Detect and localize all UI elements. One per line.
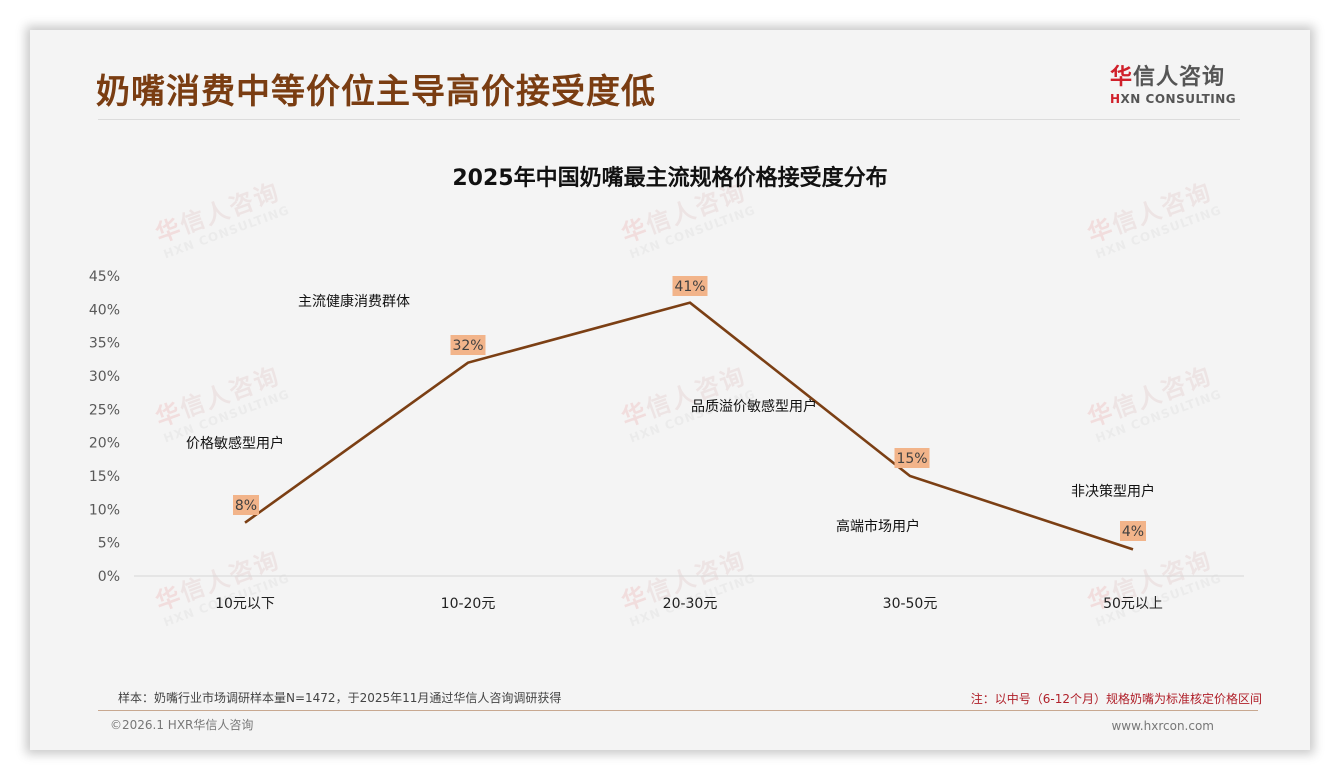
data-line <box>244 301 1134 551</box>
y-tick-label: 5% <box>98 536 120 552</box>
copyright: ©2026.1 HXR华信人咨询 <box>110 718 254 732</box>
y-tick-label: 30% <box>89 369 120 385</box>
data-label: 15% <box>894 448 930 468</box>
svg-text:32%: 32% <box>452 338 483 354</box>
data-label: 41% <box>672 276 708 296</box>
slide: 华信人咨询 HXN CONSULTING 华信人咨询 HXN CONSULTIN… <box>30 30 1310 750</box>
company-logo: 华信人咨询 HXN CONSULTING <box>1110 64 1240 106</box>
y-tick-label: 40% <box>89 302 120 318</box>
page-title: 奶嘴消费中等价位主导高价接受度低 <box>96 72 656 112</box>
data-label: 8% <box>233 495 259 515</box>
x-tick-label: 10-20元 <box>441 596 496 612</box>
data-labels: 8% 32% 41% 15% 4% <box>233 276 1146 541</box>
y-tick-label: 20% <box>89 436 120 452</box>
y-tick-label: 25% <box>89 402 120 418</box>
annotation-label: 非决策型用户 <box>1071 483 1155 500</box>
annotation-label: 高端市场用户 <box>836 518 920 535</box>
y-tick-label: 45% <box>89 269 120 285</box>
x-tick-label: 10元以下 <box>215 596 275 612</box>
svg-text:15%: 15% <box>896 451 927 467</box>
x-tick-label: 30-50元 <box>883 596 938 612</box>
x-tick-label: 50元以上 <box>1103 596 1163 612</box>
website-link[interactable]: www.hxrcon.com <box>1111 719 1214 733</box>
x-axis: 10元以下 10-20元 20-30元 30-50元 50元以上 <box>215 596 1163 612</box>
data-label: 32% <box>450 335 486 355</box>
y-tick-label: 0% <box>98 569 120 585</box>
y-tick-label: 15% <box>89 469 120 485</box>
y-tick-label: 35% <box>89 336 120 352</box>
data-label: 4% <box>1120 521 1146 541</box>
footer-divider <box>98 710 1258 711</box>
y-axis: 0% 5% 10% 15% 20% 25% 30% 35% 40% 45% <box>89 269 120 585</box>
annotation-label: 价格敏感型用户 <box>186 435 284 452</box>
y-tick-label: 10% <box>89 502 120 518</box>
svg-text:41%: 41% <box>674 279 705 295</box>
spec-note: 注：以中号（6-12个月）规格奶嘴为标准核定价格区间 <box>970 692 1262 706</box>
logo-cn: 华信人咨询 <box>1110 65 1226 90</box>
line-chart: 0% 5% 10% 15% 20% 25% 30% 35% 40% 45% 10元以下 10-20元… <box>89 269 1244 612</box>
title-divider <box>98 119 1240 120</box>
x-tick-label: 20-30元 <box>663 596 718 612</box>
annotation-label: 主流健康消费群体 <box>298 293 410 310</box>
svg-text:4%: 4% <box>1122 524 1144 540</box>
logo-en: HXN CONSULTING <box>1110 92 1237 106</box>
svg-text:8%: 8% <box>235 498 257 514</box>
sample-note: 样本：奶嘴行业市场调研样本量N=1472，于2025年11月通过华信人咨询调研获… <box>118 691 562 705</box>
chart-title: 2025年中国奶嘴最主流规格价格接受度分布 <box>452 166 888 191</box>
annotation-label: 品质溢价敏感型用户 <box>691 398 817 415</box>
